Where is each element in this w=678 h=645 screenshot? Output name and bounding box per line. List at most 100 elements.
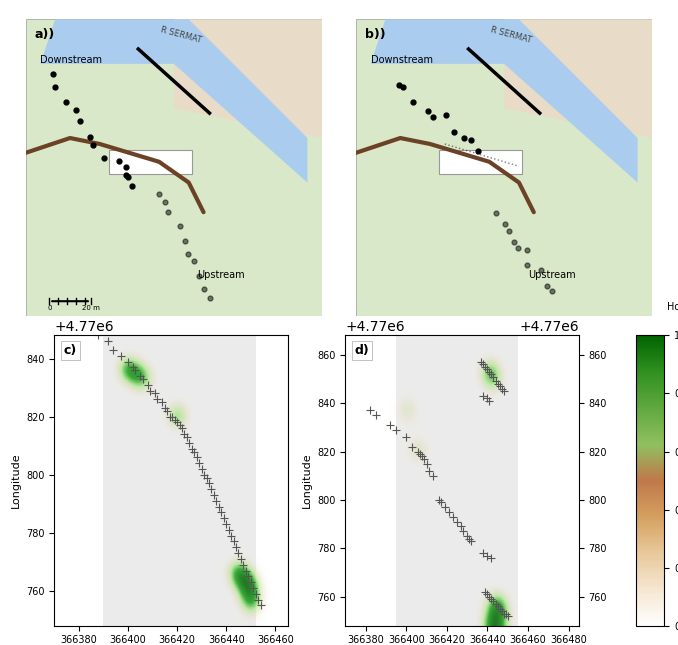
Text: d): d) bbox=[355, 344, 370, 357]
Point bbox=[201, 473, 212, 483]
Polygon shape bbox=[371, 19, 637, 183]
Point bbox=[199, 470, 210, 480]
Y-axis label: Longitude: Longitude bbox=[302, 453, 312, 508]
Point bbox=[419, 453, 430, 464]
Text: a)): a)) bbox=[35, 28, 55, 41]
Point bbox=[167, 412, 178, 422]
Point bbox=[482, 550, 493, 561]
Point bbox=[490, 376, 501, 386]
Point bbox=[464, 533, 475, 544]
Y-axis label: Longitude: Longitude bbox=[10, 453, 20, 508]
Point bbox=[502, 611, 513, 621]
Point bbox=[490, 599, 501, 609]
Point bbox=[255, 600, 266, 611]
Point bbox=[142, 380, 153, 390]
Point bbox=[498, 608, 509, 619]
Point bbox=[115, 351, 126, 361]
Text: Upstream: Upstream bbox=[197, 270, 245, 281]
Point bbox=[137, 374, 148, 384]
Point bbox=[480, 362, 491, 372]
Point bbox=[103, 336, 114, 346]
Point bbox=[478, 391, 489, 401]
Point bbox=[482, 589, 493, 599]
Point bbox=[458, 526, 468, 537]
Point bbox=[478, 548, 489, 559]
Point bbox=[176, 423, 187, 433]
Point bbox=[500, 608, 511, 619]
Point bbox=[407, 441, 418, 451]
Point bbox=[211, 496, 222, 506]
Text: b)): b)) bbox=[365, 28, 385, 41]
Point bbox=[486, 369, 497, 379]
Point bbox=[235, 554, 246, 564]
Point bbox=[456, 521, 466, 531]
Point bbox=[492, 379, 503, 389]
Point bbox=[482, 393, 493, 403]
Point bbox=[152, 394, 163, 404]
Point bbox=[452, 517, 462, 527]
Bar bbox=[396, 335, 518, 626]
Point bbox=[494, 604, 505, 614]
Point bbox=[172, 417, 182, 428]
Point bbox=[498, 386, 509, 396]
Point bbox=[435, 497, 446, 508]
Point bbox=[486, 594, 497, 604]
Point bbox=[238, 560, 249, 570]
Point bbox=[233, 548, 244, 559]
Point bbox=[480, 586, 491, 597]
Point bbox=[108, 345, 119, 355]
Point bbox=[228, 537, 239, 547]
Point bbox=[484, 395, 495, 406]
Point bbox=[144, 386, 155, 396]
Point bbox=[162, 406, 173, 416]
Point bbox=[417, 451, 428, 462]
Point bbox=[478, 359, 489, 370]
FancyBboxPatch shape bbox=[439, 150, 522, 174]
Point bbox=[484, 366, 495, 377]
FancyBboxPatch shape bbox=[108, 150, 192, 174]
Point bbox=[488, 597, 499, 607]
Point bbox=[179, 429, 190, 439]
Point bbox=[443, 507, 454, 517]
Point bbox=[159, 403, 170, 413]
Point bbox=[364, 405, 375, 415]
Point bbox=[194, 458, 205, 468]
Point bbox=[401, 432, 412, 442]
Point bbox=[174, 421, 185, 431]
Point bbox=[439, 502, 450, 512]
Point bbox=[476, 357, 487, 367]
Point bbox=[482, 364, 493, 374]
Text: 20 m: 20 m bbox=[82, 305, 100, 311]
Point bbox=[203, 479, 214, 489]
Point bbox=[423, 466, 434, 476]
Point bbox=[221, 519, 232, 530]
Point bbox=[191, 452, 202, 462]
Point bbox=[157, 397, 167, 408]
Point bbox=[466, 536, 477, 546]
Point bbox=[241, 566, 252, 576]
Point bbox=[182, 432, 193, 442]
Point bbox=[484, 591, 495, 602]
Point bbox=[209, 490, 220, 501]
Point bbox=[93, 330, 104, 341]
Point bbox=[492, 601, 503, 611]
Point bbox=[231, 542, 241, 553]
Point bbox=[494, 381, 505, 392]
Point bbox=[462, 531, 473, 541]
Point bbox=[488, 372, 499, 382]
Text: Downstream: Downstream bbox=[41, 55, 102, 65]
Polygon shape bbox=[174, 19, 322, 138]
Point bbox=[413, 446, 424, 457]
Point bbox=[250, 589, 261, 599]
Point bbox=[184, 438, 195, 448]
Point bbox=[189, 446, 200, 457]
Point bbox=[206, 484, 217, 495]
Point bbox=[170, 415, 180, 425]
Point bbox=[150, 388, 161, 399]
Point bbox=[247, 583, 258, 593]
Point bbox=[164, 412, 175, 422]
Bar bbox=[103, 335, 256, 626]
Point bbox=[421, 459, 432, 469]
Point bbox=[427, 471, 438, 481]
FancyBboxPatch shape bbox=[26, 19, 322, 316]
